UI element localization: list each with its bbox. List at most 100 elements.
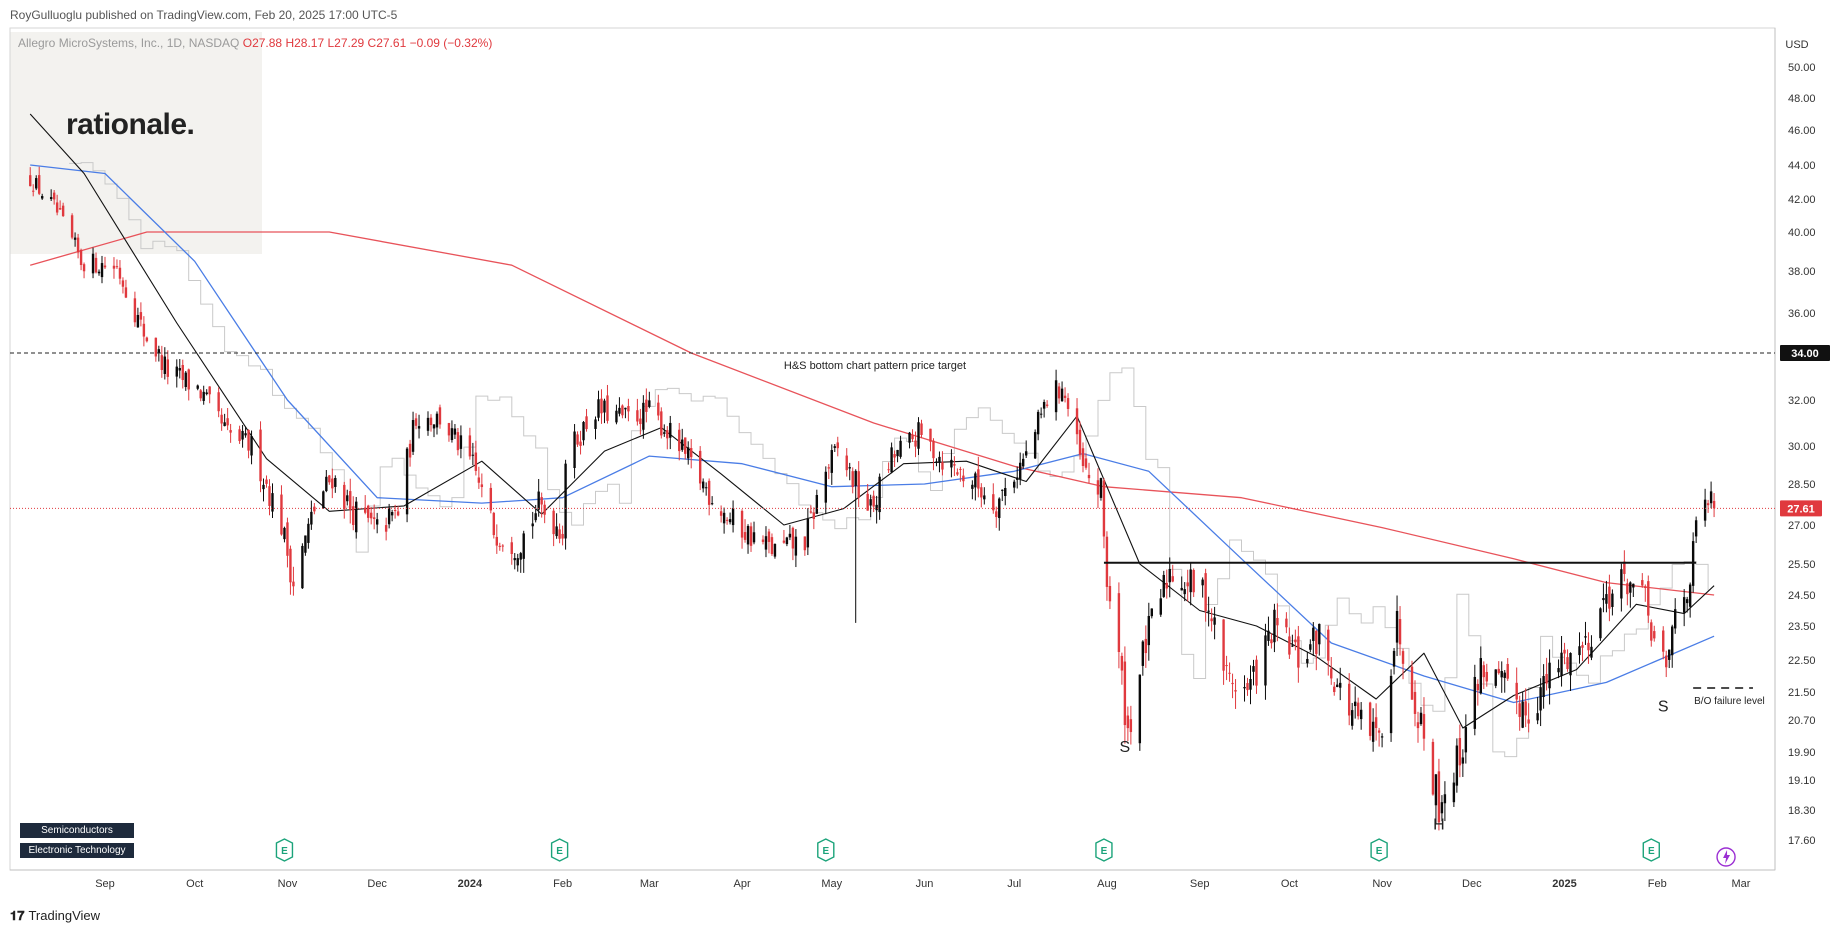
candle-body xyxy=(707,480,711,505)
x-tick-label: Nov xyxy=(278,878,298,890)
candle-body xyxy=(1440,802,1444,814)
candle-body xyxy=(974,473,977,488)
x-tick-label: May xyxy=(821,878,842,890)
candle-body xyxy=(812,512,816,519)
candle-body xyxy=(998,498,1001,519)
candle-body xyxy=(1706,503,1710,506)
earnings-icon-letter: E xyxy=(556,846,563,857)
candle-body xyxy=(328,475,331,483)
candle-body xyxy=(1398,619,1402,645)
candle-body xyxy=(181,365,184,381)
candle-body xyxy=(809,511,813,513)
candle-body xyxy=(1671,626,1674,656)
candle-body xyxy=(352,506,355,525)
candle-body xyxy=(292,581,295,587)
candle-body xyxy=(657,402,660,416)
candle-body xyxy=(1389,675,1393,734)
candle-body xyxy=(1141,641,1145,666)
candle-body xyxy=(600,398,603,414)
x-tick-label: 2024 xyxy=(458,878,483,890)
candle-body xyxy=(1204,573,1207,612)
candle-body xyxy=(217,392,220,412)
candle-body xyxy=(366,505,370,518)
candle-body xyxy=(582,422,585,441)
earnings-icon[interactable] xyxy=(1642,838,1660,862)
candle-body xyxy=(687,447,690,459)
candle-body xyxy=(1024,451,1028,456)
candle-body xyxy=(681,439,684,450)
candle-body xyxy=(1063,395,1067,398)
candle-body xyxy=(1419,712,1423,725)
earnings-icon-letter: E xyxy=(281,846,288,857)
earnings-icon-letter: E xyxy=(1648,846,1655,857)
earnings-icon[interactable] xyxy=(817,838,835,862)
candle-body xyxy=(187,369,190,390)
candle-body xyxy=(166,359,170,377)
candle-body xyxy=(384,525,388,532)
candle-body xyxy=(1524,701,1527,716)
candle-body xyxy=(1045,404,1049,406)
candle-body xyxy=(1500,671,1503,678)
candle-body xyxy=(1288,636,1291,655)
candle-body xyxy=(597,399,600,418)
candle-body xyxy=(38,175,41,194)
candle-body xyxy=(1401,651,1405,664)
candle-body xyxy=(1392,650,1396,667)
candle-body xyxy=(124,287,128,298)
candle-body xyxy=(1159,598,1162,615)
candle-body xyxy=(1243,687,1246,689)
candle-body xyxy=(746,525,750,545)
candle-body xyxy=(704,487,708,489)
candle-body xyxy=(615,410,618,423)
candle-body xyxy=(1506,663,1509,679)
candle-body xyxy=(576,434,579,445)
ma200-line xyxy=(30,231,1715,596)
candle-body xyxy=(1347,683,1351,716)
candle-body xyxy=(1171,576,1174,582)
candle-body xyxy=(1494,669,1497,686)
candle-body xyxy=(1464,727,1468,753)
candle-body xyxy=(175,366,178,377)
candle-body xyxy=(1276,618,1279,626)
candle-body xyxy=(1359,709,1363,720)
candle-body xyxy=(788,533,792,538)
earnings-icon[interactable] xyxy=(1370,838,1388,862)
candle-body xyxy=(372,517,376,519)
candle-body xyxy=(1599,608,1602,639)
candle-body xyxy=(244,433,247,436)
earnings-icon[interactable] xyxy=(275,838,294,862)
x-tick-label: Feb xyxy=(1648,878,1667,890)
candle-body xyxy=(1129,719,1133,733)
x-tick-label: Sep xyxy=(95,878,115,890)
candle-body xyxy=(1291,645,1294,647)
earnings-icon[interactable] xyxy=(1095,838,1113,862)
ohlc-change: −0.09 (−0.32%) xyxy=(409,36,493,50)
x-tick-label: Apr xyxy=(733,878,750,890)
tag-sector[interactable]: Semiconductors xyxy=(20,823,134,838)
candle-body xyxy=(1339,682,1342,688)
earnings-icon[interactable] xyxy=(550,838,569,862)
candle-body xyxy=(178,368,181,371)
candle-body xyxy=(334,477,337,487)
tradingview-brand[interactable]: 𝟏𝟕 TradingView xyxy=(10,908,100,924)
x-tick-label: Mar xyxy=(640,878,659,890)
candle-body xyxy=(1066,398,1070,409)
candle-body xyxy=(1437,771,1441,823)
candle-body xyxy=(1210,618,1213,622)
candle-body xyxy=(1249,678,1252,690)
candle-body xyxy=(833,446,836,448)
candle-body xyxy=(1641,580,1644,586)
candle-body xyxy=(573,431,576,469)
tag-industry[interactable]: Electronic Technology xyxy=(20,843,134,858)
candle-body xyxy=(1207,610,1210,612)
y-tick-label: 42.00 xyxy=(1788,194,1816,206)
candle-body xyxy=(1013,481,1016,488)
candle-body xyxy=(1473,676,1477,729)
y-tick-label: 22.50 xyxy=(1788,655,1816,667)
candle-body xyxy=(956,472,959,475)
last-price-tag xyxy=(1780,500,1822,517)
candle-body xyxy=(498,545,501,547)
candle-body xyxy=(1270,639,1273,644)
y-tick-label: 19.10 xyxy=(1788,775,1816,787)
